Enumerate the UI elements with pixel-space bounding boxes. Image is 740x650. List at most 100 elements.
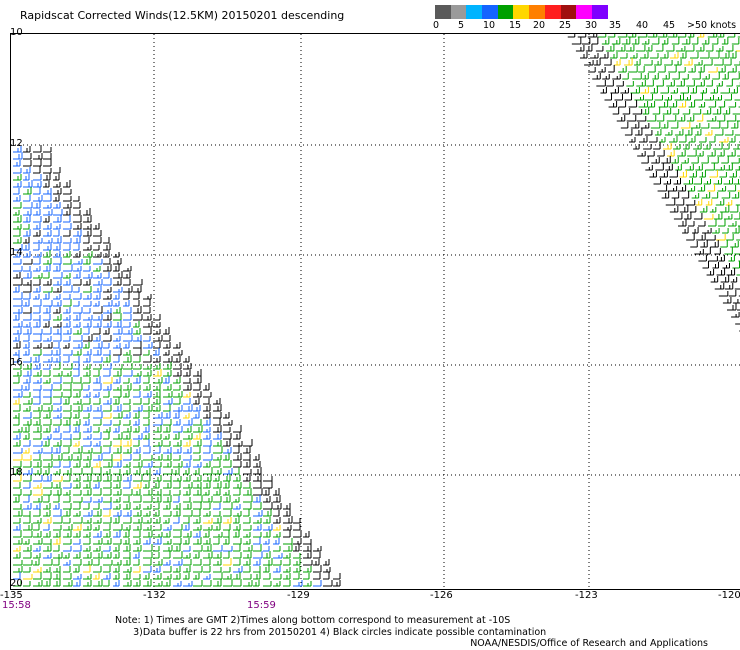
wind-barb (213, 440, 222, 447)
wind-barb (716, 115, 726, 122)
wind-barb (684, 59, 693, 66)
wind-barb (103, 524, 111, 531)
wind-barb (43, 517, 52, 524)
wind-barb (646, 115, 657, 122)
wind-barb (73, 362, 80, 370)
wind-barb (193, 412, 200, 419)
wind-barb (638, 66, 645, 73)
wind-barb (678, 219, 687, 227)
wind-barb (33, 230, 41, 237)
wind-barb (123, 412, 131, 419)
wind-barb (691, 157, 699, 164)
wind-barb (243, 509, 250, 517)
wind-barb (273, 495, 281, 503)
wind-barb (63, 223, 72, 230)
wind-barb (657, 34, 668, 38)
wind-barb (273, 546, 281, 552)
wind-barb (693, 143, 702, 150)
wind-barb (43, 173, 51, 181)
wind-barb (93, 546, 101, 552)
wind-barb (63, 294, 71, 300)
wind-barb (233, 425, 242, 433)
wind-barb (13, 370, 22, 377)
wind-barb (113, 530, 121, 538)
wind-barb (113, 397, 120, 405)
wind-barb (63, 439, 72, 447)
wind-barb (103, 573, 111, 580)
wind-barb (13, 413, 20, 419)
wind-barb (23, 363, 32, 370)
wind-barb (595, 46, 604, 52)
wind-barb (63, 230, 71, 237)
wind-barb (193, 384, 201, 391)
wind-barb (113, 377, 121, 384)
wind-barb (273, 510, 280, 517)
wind-barb (626, 81, 634, 87)
wind-barb (223, 546, 233, 552)
wind-barb (183, 546, 191, 552)
wind-barb (33, 201, 41, 209)
wind-barb (143, 559, 152, 566)
wind-barb (63, 328, 72, 335)
wind-barb (183, 370, 191, 377)
wind-barbs (13, 34, 740, 587)
wind-barb (133, 517, 143, 524)
wind-barb (714, 283, 725, 290)
wind-barb (728, 290, 737, 297)
wind-barb (689, 206, 697, 213)
wind-barb (83, 349, 92, 356)
wind-barb (53, 195, 60, 202)
wind-barb (183, 392, 191, 398)
wind-barb (53, 257, 62, 265)
wind-barb (63, 573, 72, 580)
wind-barb (684, 95, 691, 101)
wind-barb (43, 559, 53, 566)
wind-barb (697, 151, 704, 157)
wind-barb (143, 488, 153, 496)
wind-barb (93, 357, 103, 363)
wind-barb (263, 524, 273, 531)
map-plot-area (10, 33, 740, 590)
wind-barb (714, 59, 724, 66)
wind-barb (263, 565, 270, 573)
wind-barb (681, 158, 689, 164)
wind-barb (33, 405, 43, 412)
wind-barb (193, 447, 201, 454)
wind-barb (93, 335, 101, 342)
wind-barb (73, 210, 81, 216)
wind-barb (153, 546, 160, 552)
wind-barb (93, 328, 101, 335)
wind-barb (283, 516, 293, 524)
wind-barb (33, 559, 40, 566)
wind-barb (83, 229, 92, 237)
wind-barb (710, 276, 719, 283)
wind-barb (716, 234, 726, 241)
wind-barb (706, 269, 715, 276)
wind-barb (681, 37, 691, 45)
wind-barb (93, 273, 102, 279)
wind-barb (665, 164, 673, 171)
wind-barb (73, 490, 82, 496)
wind-barb (13, 404, 21, 412)
wind-barb (714, 95, 722, 101)
wind-barb (23, 327, 32, 335)
wind-barb (123, 462, 131, 468)
wind-barb (113, 348, 122, 356)
wind-barb (737, 190, 740, 192)
wind-barb (63, 580, 73, 587)
wind-barb (53, 392, 63, 398)
wind-barb (53, 531, 61, 538)
wind-barb (93, 286, 102, 293)
wind-barb (163, 425, 171, 433)
wind-barb (23, 539, 30, 545)
wind-barb (113, 469, 121, 475)
wind-barb (730, 121, 739, 129)
wind-barb (53, 356, 61, 363)
wind-barb (722, 72, 729, 80)
wind-barb (203, 490, 210, 496)
wind-barb (103, 300, 113, 307)
wind-barb (183, 553, 191, 559)
wind-barb (700, 123, 710, 129)
wind-barb (23, 516, 31, 524)
wind-barb (123, 272, 131, 279)
